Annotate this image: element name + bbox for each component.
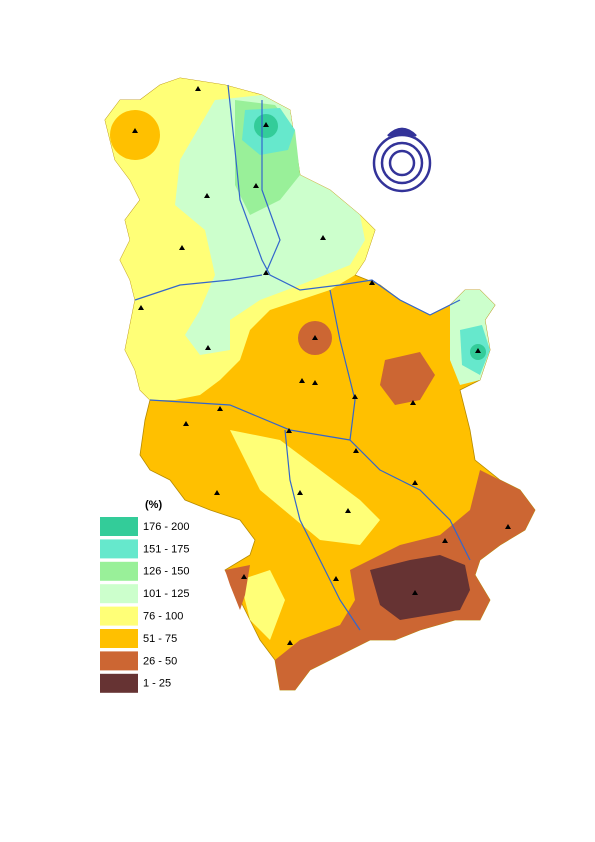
legend-swatch: [100, 673, 138, 693]
river: [134, 274, 263, 301]
zone-51-75: [110, 110, 160, 160]
logo: [372, 127, 432, 193]
legend-swatch: [100, 651, 138, 671]
legend-label: 51 - 75: [143, 633, 177, 645]
river: [261, 100, 281, 276]
river: [284, 429, 361, 631]
legend-swatch: [100, 561, 138, 581]
legend: (%) 176 - 200 151 - 175 126 - 150 101 - 125…: [100, 499, 189, 693]
legend-swatch: [100, 629, 138, 648]
legend-swatch: [100, 606, 138, 626]
legend-label: 176 - 200: [143, 521, 189, 533]
zone-101-125: [175, 95, 365, 355]
legend-title: (%): [145, 499, 162, 511]
zone-76-100: [230, 430, 380, 640]
river: [329, 289, 471, 561]
zone-1-25: [370, 555, 470, 620]
legend-swatch: [100, 517, 138, 536]
map: [104, 77, 536, 691]
river: [227, 84, 461, 316]
legend-swatch: [100, 584, 138, 604]
legend-label: 1 - 25: [143, 678, 171, 690]
zone-26-50: [380, 352, 435, 405]
legend-label: 126 - 150: [143, 566, 189, 578]
legend-label: 26 - 50: [143, 655, 177, 667]
legend-label: 151 - 175: [143, 543, 189, 555]
legend-label: 76 - 100: [143, 611, 183, 623]
legend-swatch: [100, 539, 138, 559]
legend-label: 101 - 125: [143, 588, 189, 600]
river: [149, 399, 351, 441]
